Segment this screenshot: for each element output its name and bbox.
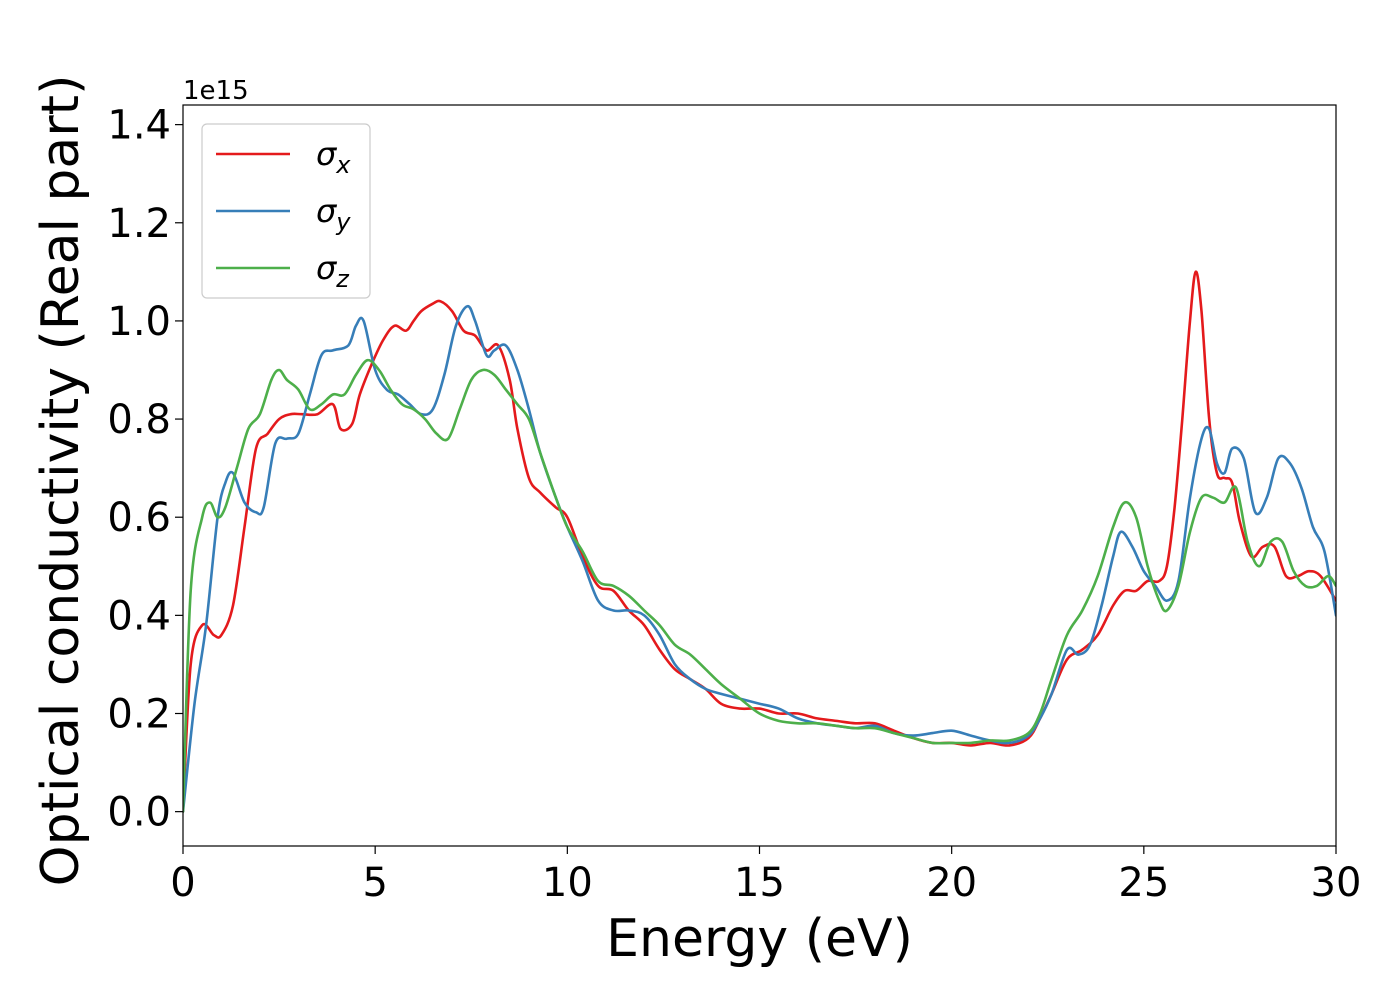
legend-entry-z: σz bbox=[316, 249, 350, 293]
y-axis-offset-label: 1e15 bbox=[183, 76, 249, 106]
y-tick-label: 0.0 bbox=[107, 790, 171, 836]
y-tick-label: 1.2 bbox=[107, 201, 171, 247]
x-axis-ticks: 0 5 10 15 20 25 30 bbox=[170, 846, 1361, 906]
y-tick-label: 1.4 bbox=[107, 103, 171, 149]
series-line-y bbox=[183, 304, 1336, 813]
legend-entry-x: σx bbox=[316, 135, 351, 179]
x-tick-label: 0 bbox=[170, 860, 195, 906]
y-tick-label: 0.8 bbox=[107, 397, 171, 443]
plot-lines bbox=[183, 270, 1336, 813]
legend: σx σy σz bbox=[201, 123, 371, 299]
y-axis-ticks: 0.0 0.2 0.4 0.6 0.8 1.0 1.2 1.4 bbox=[107, 103, 183, 836]
y-axis-label: Optical conductivity (Real part) bbox=[31, 75, 91, 887]
x-tick-label: 30 bbox=[1311, 860, 1362, 906]
y-tick-label: 0.4 bbox=[107, 593, 171, 639]
y-tick-label: 0.6 bbox=[107, 495, 171, 541]
y-tick-label: 0.2 bbox=[107, 692, 171, 738]
x-tick-label: 20 bbox=[926, 860, 977, 906]
series-line-z bbox=[183, 358, 1336, 813]
x-axis-label: Energy (eV) bbox=[606, 909, 913, 969]
x-tick-label: 25 bbox=[1118, 860, 1169, 906]
legend-entry-y: σy bbox=[316, 192, 351, 236]
series-line-x bbox=[183, 270, 1336, 813]
x-tick-label: 15 bbox=[734, 860, 785, 906]
y-tick-label: 1.0 bbox=[107, 299, 171, 345]
x-tick-label: 10 bbox=[542, 860, 593, 906]
x-tick-label: 5 bbox=[362, 860, 387, 906]
